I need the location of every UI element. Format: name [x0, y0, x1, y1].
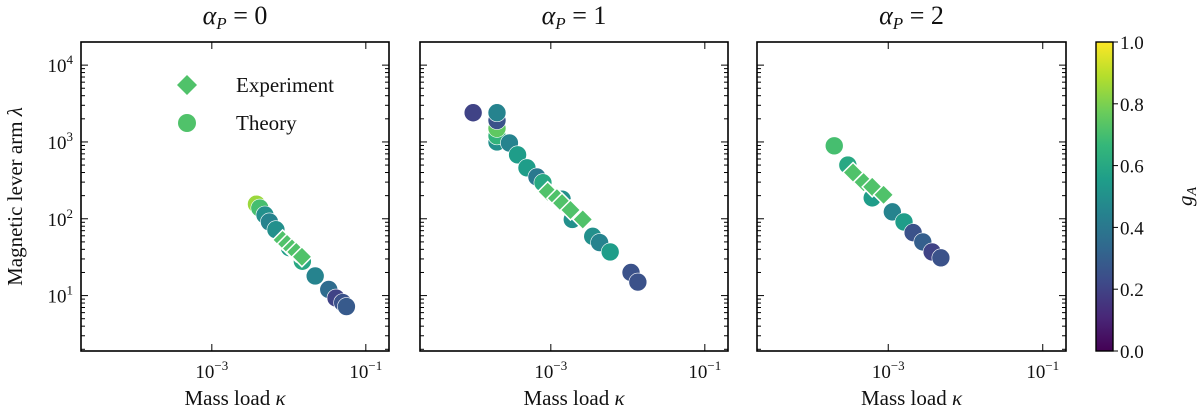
experiment-point	[872, 183, 895, 206]
colorbar-tick-label: 0.4	[1120, 218, 1144, 239]
y-axis-label: Magnetic lever arm λ	[3, 107, 27, 286]
x-axis-label: Mass load κ	[861, 386, 963, 410]
colorbar-tick-label: 0.0	[1120, 342, 1144, 363]
theory-point	[931, 248, 951, 268]
experiment-point	[551, 192, 574, 215]
axes-frame	[756, 41, 1067, 352]
axes-frame	[80, 41, 390, 352]
x-axis-label: Mass load κ	[184, 386, 286, 410]
theory-point	[628, 272, 648, 292]
experiment-point	[536, 180, 559, 203]
theory-point	[305, 266, 325, 286]
panel-title: αP = 1	[542, 1, 607, 33]
legend-experiment-label: Experiment	[236, 73, 334, 97]
experiment-point	[559, 198, 582, 222]
x-tick-label: 10−1	[1026, 358, 1059, 383]
colorbar-tick-label: 0.2	[1120, 280, 1144, 301]
panel-0: αP = 0 10−3 10−1 101 102 103 104 Mass load κ Mag…	[3, 1, 390, 410]
colorbar-bar	[1095, 41, 1114, 352]
experiment-point	[290, 245, 313, 268]
theory-point	[337, 297, 356, 316]
x-tick-label: 10−1	[688, 358, 721, 383]
theory-point	[600, 242, 620, 262]
experiment-point	[571, 208, 594, 231]
colorbar-label: gA	[1173, 187, 1200, 207]
panel-title: αP = 2	[879, 1, 944, 33]
theory-point	[463, 103, 483, 123]
y-tick-label: 102	[48, 206, 74, 231]
x-tick-label: 10−1	[349, 358, 382, 383]
x-tick-label: 10−3	[195, 358, 228, 383]
y-tick-label: 101	[48, 283, 74, 308]
x-tick-label: 10−3	[872, 358, 905, 383]
colorbar-tick-label: 0.8	[1120, 95, 1144, 116]
y-tick-label: 104	[48, 52, 74, 77]
y-tick-label: 103	[48, 129, 74, 154]
x-tick-label: 10−3	[534, 358, 567, 383]
legend: Experiment Theory	[177, 73, 334, 135]
legend-theory-marker	[178, 114, 196, 132]
x-axis-label: Mass load κ	[523, 386, 625, 410]
axes-frame	[419, 41, 729, 352]
colorbar: 0.0 0.2 0.4 0.6 0.8 1.0 gA	[1095, 33, 1200, 363]
theory-point	[824, 136, 844, 156]
experiment-point	[861, 175, 884, 198]
panel-title: αP = 0	[203, 1, 268, 33]
theory-point	[508, 145, 527, 165]
theory-point	[487, 103, 507, 123]
colorbar-tick-label: 0.6	[1120, 157, 1144, 178]
panel-2: αP = 2 10−3 10−1 Mass load κ	[756, 1, 1067, 410]
legend-theory-label: Theory	[236, 111, 297, 135]
colorbar-tick-label: 1.0	[1120, 33, 1144, 54]
legend-experiment-marker	[177, 75, 197, 95]
panel-1: αP = 1 10−3 10−1 Mass load κ	[419, 1, 729, 410]
